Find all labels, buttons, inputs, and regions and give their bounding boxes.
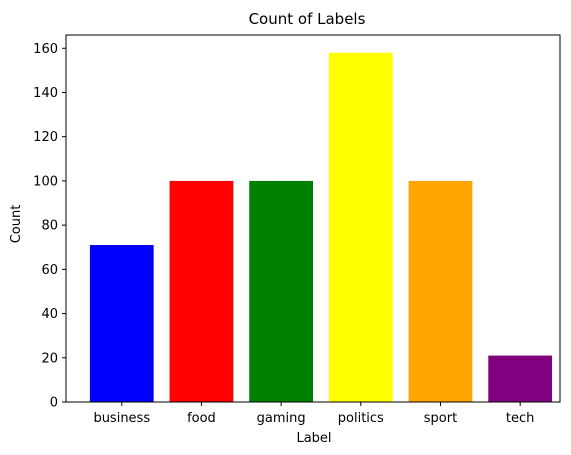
bars-group (89, 52, 553, 403)
x-tick-label: sport (424, 411, 457, 426)
chart-title: Count of Labels (249, 10, 366, 28)
y-tick-label: 160 (33, 42, 58, 57)
y-axis-ticks: 0 20 40 60 80 100 120 140 160 (33, 42, 66, 411)
x-axis-ticks: business food gaming politics sport tech (93, 402, 534, 426)
bar-sport (408, 180, 473, 402)
x-tick-label: food (187, 411, 216, 426)
y-tick-label: 40 (41, 307, 58, 322)
y-axis-label: Count (9, 205, 24, 244)
bar-politics (328, 52, 393, 403)
bar-food (169, 180, 234, 402)
bar-tech (488, 355, 553, 402)
y-tick-label: 140 (33, 86, 58, 101)
plot-frame (65, 34, 561, 403)
x-tick-label: business (93, 411, 150, 426)
y-tick-label: 60 (41, 263, 58, 278)
bar-gaming (249, 180, 313, 402)
y-tick-label: 120 (33, 130, 58, 145)
bar-business (89, 245, 154, 402)
x-axis-label: Label (296, 431, 331, 446)
y-tick-label: 100 (33, 174, 58, 189)
y-tick-label: 80 (41, 219, 58, 234)
x-tick-label: politics (338, 411, 384, 426)
y-tick-label: 0 (50, 396, 58, 411)
x-tick-label: gaming (257, 411, 306, 426)
y-tick-label: 20 (41, 351, 58, 366)
x-tick-label: tech (506, 411, 534, 426)
